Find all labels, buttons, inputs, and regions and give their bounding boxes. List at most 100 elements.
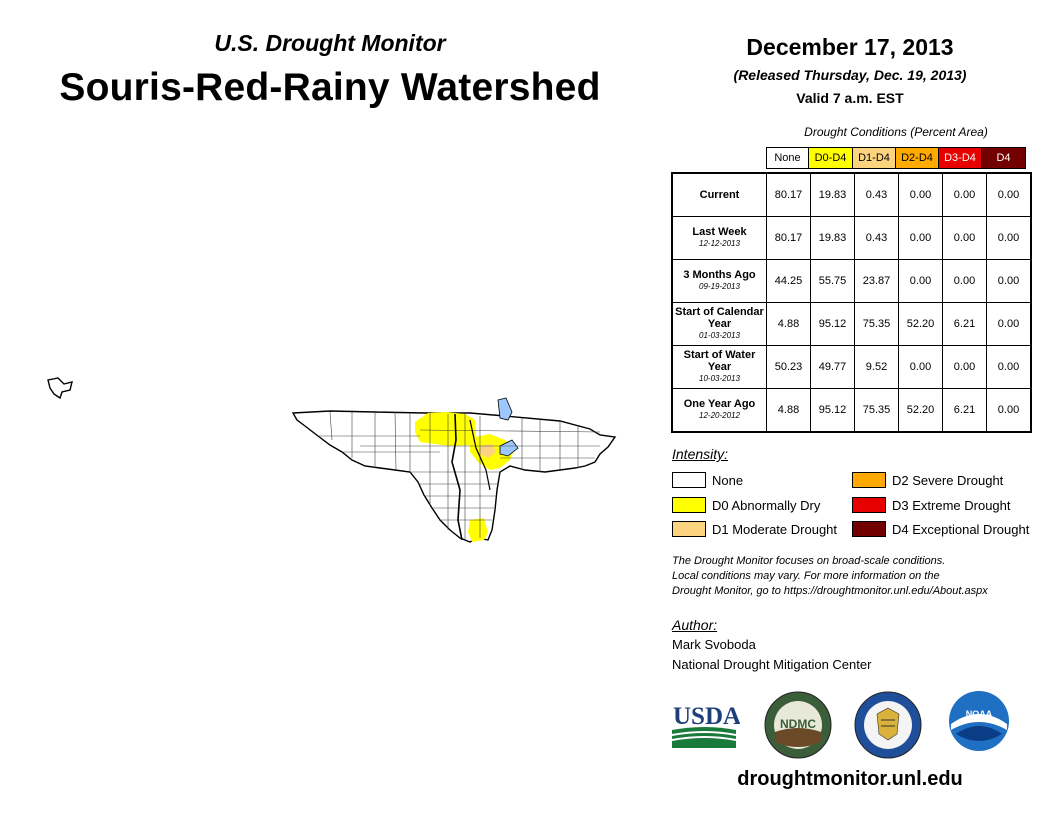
watershed-map [47, 377, 617, 543]
map-outline-fragment [47, 377, 73, 400]
noaa-logo: NOAA [949, 691, 1009, 751]
d0-area-north [415, 412, 476, 446]
row-label: Start of Calendar Year 01-03-2013 [671, 302, 767, 346]
table-row: Start of Water Year 10-03-2013 50.23 49.77 9… [671, 345, 1032, 389]
author-organization: National Drought Mitigation Center [672, 657, 872, 672]
col-header-d4: D4 [982, 147, 1026, 169]
col-header-d0-d4: D0-D4 [809, 147, 853, 169]
legend-swatch [852, 497, 886, 513]
table-cell: 0.00 [898, 259, 943, 303]
table-cell: 0.00 [942, 345, 987, 389]
table-cell: 0.00 [986, 345, 1032, 389]
table-row: Current 80.17 19.83 0.43 0.00 0.00 0.00 [671, 172, 1032, 217]
usda-logo-text: USDA [673, 703, 740, 730]
drought-conditions-table: Current 80.17 19.83 0.43 0.00 0.00 0.00 Last We… [671, 172, 1032, 433]
table-header: None D0-D4 D1-D4 D2-D4 D3-D4 D4 [766, 147, 1026, 171]
table-cell: 50.23 [766, 345, 811, 389]
d1-area [480, 444, 496, 458]
map-date: December 17, 2013 [746, 34, 954, 60]
d0-area-south [468, 518, 488, 542]
table-cell: 23.87 [854, 259, 899, 303]
river [469, 419, 491, 491]
row-label: Current [671, 172, 767, 217]
table-cell: 0.00 [986, 388, 1032, 433]
table-cell: 0.00 [898, 216, 943, 260]
map-title: Souris-Red-Rainy Watershed [59, 66, 601, 109]
table-row: Start of Calendar Year 01-03-2013 4.88 95.1… [671, 302, 1032, 346]
table-cell: 44.25 [766, 259, 811, 303]
table-cell: 4.88 [766, 388, 811, 433]
lake [499, 439, 519, 457]
table-cell: 6.21 [942, 302, 987, 346]
ndmc-logo-text: NDMC [780, 717, 816, 731]
row-date: 10-03-2013 [699, 374, 740, 383]
row-label-text: Last Week [692, 226, 747, 238]
legend-label: None [712, 472, 744, 488]
lake [497, 397, 513, 421]
legend-item-d2: D2 Severe Drought [852, 472, 1003, 488]
table-cell: 0.00 [986, 216, 1032, 260]
table-cell: 95.12 [810, 302, 855, 346]
row-date: 12-20-2012 [699, 411, 740, 420]
table-cell: 9.52 [854, 345, 899, 389]
table-caption: Drought Conditions (Percent Area) [804, 125, 988, 139]
col-header-none: None [766, 147, 809, 169]
legend-swatch [672, 521, 706, 537]
legend-label: D4 Exceptional Drought [892, 521, 1030, 537]
row-date: 09-19-2013 [699, 282, 740, 291]
row-label-text: Current [699, 189, 740, 201]
legend-swatch [672, 497, 706, 513]
legend-item-d4: D4 Exceptional Drought [852, 521, 1029, 537]
row-label: One Year Ago 12-20-2012 [671, 388, 767, 433]
legend-swatch [852, 472, 886, 488]
row-label: Start of Water Year 10-03-2013 [671, 345, 767, 389]
legend-item-d0: D0 Abnormally Dry [672, 497, 820, 513]
table-cell: 49.77 [810, 345, 855, 389]
row-label: 3 Months Ago 09-19-2013 [671, 259, 767, 303]
legend-swatch [672, 472, 706, 488]
row-label-text: One Year Ago [683, 398, 756, 410]
disclaimer-note: The Drought Monitor focuses on broad-sca… [672, 554, 1052, 599]
table-cell: 0.00 [942, 259, 987, 303]
legend-label: D3 Extreme Drought [892, 497, 1011, 513]
table-cell: 52.20 [898, 388, 943, 433]
table-cell: 19.83 [810, 172, 855, 217]
table-cell: 0.00 [898, 345, 943, 389]
valid-time: Valid 7 a.m. EST [796, 90, 904, 106]
legend-label: D0 Abnormally Dry [712, 497, 821, 513]
table-cell: 0.00 [986, 172, 1032, 217]
table-cell: 55.75 [810, 259, 855, 303]
ndmc-logo: NDMC [764, 691, 832, 759]
col-header-d3-d4: D3-D4 [939, 147, 982, 169]
table-cell: 75.35 [854, 388, 899, 433]
note-line: The Drought Monitor focuses on broad-sca… [672, 555, 946, 567]
table-cell: 0.43 [854, 172, 899, 217]
legend-title: Intensity: [672, 446, 729, 462]
table-cell: 0.43 [854, 216, 899, 260]
table-cell: 52.20 [898, 302, 943, 346]
table-cell: 19.83 [810, 216, 855, 260]
row-date: 01-03-2013 [699, 331, 740, 340]
col-header-d1-d4: D1-D4 [853, 147, 896, 169]
row-label-text: Start of Calendar Year [675, 306, 764, 330]
commerce-seal-logo [854, 691, 922, 759]
row-date: 12-12-2013 [699, 239, 740, 248]
table-cell: 0.00 [942, 216, 987, 260]
note-line: Drought Monitor, go to https://droughtmo… [672, 585, 988, 597]
col-header-d2-d4: D2-D4 [896, 147, 939, 169]
row-label-text: 3 Months Ago [683, 269, 756, 281]
legend-label: D1 Moderate Drought [712, 521, 838, 537]
table-cell: 0.00 [898, 172, 943, 217]
table-cell: 6.21 [942, 388, 987, 433]
usda-logo: USDA [671, 703, 740, 748]
table-cell: 0.00 [942, 172, 987, 217]
legend-swatch [852, 521, 886, 537]
table-cell: 4.88 [766, 302, 811, 346]
release-date: (Released Thursday, Dec. 19, 2013) [733, 67, 967, 83]
watershed-outline [291, 410, 617, 543]
table-cell: 80.17 [766, 172, 811, 217]
legend-item-d3: D3 Extreme Drought [852, 497, 1011, 513]
note-line: Local conditions may vary. For more info… [672, 570, 940, 582]
site-url: droughtmonitor.unl.edu [737, 768, 963, 790]
table-cell: 0.00 [986, 259, 1032, 303]
